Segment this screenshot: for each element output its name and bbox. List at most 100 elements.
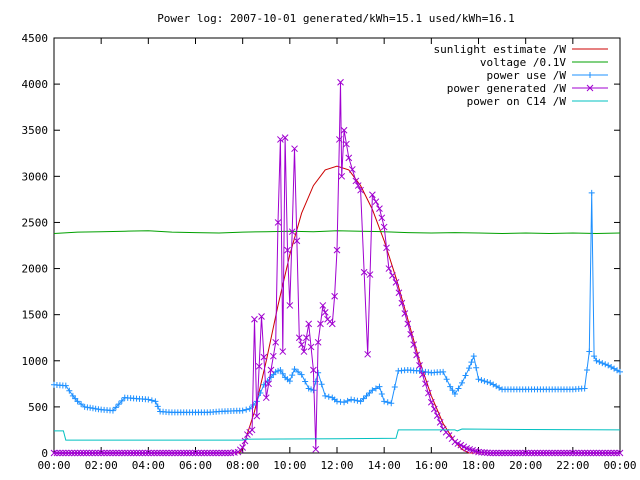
data-point-cross xyxy=(71,449,78,457)
data-point-cross xyxy=(209,449,217,457)
data-point-plus xyxy=(378,390,385,397)
x-tick-label: 16:00 xyxy=(415,459,448,472)
data-point-cross xyxy=(560,449,568,457)
y-tick-label: 2500 xyxy=(22,216,49,229)
data-point-cross xyxy=(593,449,600,457)
data-point-cross xyxy=(483,449,491,457)
data-point-cross xyxy=(413,351,420,359)
data-point-cross xyxy=(94,449,102,457)
data-point-cross xyxy=(401,310,409,317)
data-point-cross xyxy=(333,246,341,254)
series-line xyxy=(54,165,620,454)
data-point-plus xyxy=(381,398,388,405)
data-point-plus xyxy=(593,357,600,364)
y-tick-label: 2000 xyxy=(22,263,49,276)
data-point-cross xyxy=(319,302,327,309)
data-point-plus xyxy=(115,401,122,408)
data-point-cross xyxy=(206,449,214,457)
data-point-cross xyxy=(331,292,338,300)
data-point-plus xyxy=(295,368,302,375)
data-point-plus xyxy=(451,390,458,397)
data-point-cross xyxy=(200,449,208,457)
data-point-cross xyxy=(251,315,258,323)
data-point-cross xyxy=(398,299,406,307)
data-point-cross xyxy=(218,449,226,457)
data-point-cross xyxy=(525,449,532,457)
data-point-cross xyxy=(203,449,211,457)
data-point-cross xyxy=(260,353,268,361)
y-tick-label: 4000 xyxy=(22,78,49,91)
data-point-cross xyxy=(598,449,606,457)
data-point-cross xyxy=(422,380,429,388)
data-point-cross xyxy=(68,449,76,457)
data-point-cross xyxy=(174,449,182,457)
data-point-plus xyxy=(250,402,257,409)
data-point-cross xyxy=(575,449,583,457)
data-point-cross xyxy=(302,334,310,342)
chart-title: Power log: 2007-10-01 generated/kWh=15.1… xyxy=(157,12,515,25)
data-point-cross xyxy=(430,405,438,413)
data-point-cross xyxy=(195,449,202,457)
data-point-plus xyxy=(470,353,477,360)
data-point-cross xyxy=(286,302,294,309)
x-tick-label: 20:00 xyxy=(509,459,542,472)
y-tick-label: 1000 xyxy=(22,355,49,368)
data-point-cross xyxy=(338,172,346,180)
data-point-plus xyxy=(310,387,317,394)
data-point-cross xyxy=(106,449,114,457)
data-point-cross xyxy=(419,371,426,378)
data-point-plus xyxy=(325,393,332,400)
data-point-cross xyxy=(516,449,524,457)
data-point-cross xyxy=(168,449,176,457)
data-point-plus xyxy=(286,378,293,385)
data-point-cross xyxy=(613,449,621,457)
data-point-cross xyxy=(510,449,518,457)
data-point-cross xyxy=(162,449,170,457)
data-point-cross xyxy=(274,219,282,226)
data-point-cross xyxy=(389,272,396,279)
data-point-cross xyxy=(86,449,93,457)
data-point-plus xyxy=(78,401,85,408)
y-tick-label: 0 xyxy=(41,447,48,460)
data-point-cross xyxy=(557,449,565,457)
data-point-cross xyxy=(189,449,196,457)
data-point-cross xyxy=(192,449,199,457)
data-point-cross xyxy=(150,449,158,457)
y-tick-label: 3000 xyxy=(22,170,49,183)
x-tick-label: 18:00 xyxy=(462,459,495,472)
data-point-cross xyxy=(504,449,512,457)
data-point-plus xyxy=(154,403,161,410)
x-tick-label: 00:00 xyxy=(37,459,70,472)
series-4 xyxy=(54,428,621,441)
data-point-cross xyxy=(427,398,435,406)
data-point-cross xyxy=(109,449,117,457)
data-point-cross xyxy=(198,449,205,457)
data-point-plus xyxy=(596,358,603,365)
data-point-cross xyxy=(348,166,356,173)
y-tick-label: 500 xyxy=(28,401,48,414)
data-point-plus xyxy=(148,397,155,404)
data-point-cross xyxy=(288,228,296,236)
data-point-cross xyxy=(566,449,574,457)
data-point-cross xyxy=(343,140,350,148)
data-point-cross xyxy=(364,350,372,358)
series-2 xyxy=(51,189,623,416)
legend-label: power use /W xyxy=(487,69,567,82)
x-tick-label: 04:00 xyxy=(132,459,165,472)
data-point-cross xyxy=(144,449,152,457)
data-point-plus xyxy=(440,368,447,375)
data-point-plus xyxy=(391,384,398,391)
data-point-cross xyxy=(489,449,497,457)
data-point-cross xyxy=(307,343,315,351)
data-point-cross xyxy=(587,449,594,457)
data-point-plus xyxy=(322,392,329,399)
data-point-cross xyxy=(610,449,618,457)
data-point-plus xyxy=(118,397,125,404)
data-point-cross xyxy=(380,223,388,231)
x-tick-label: 00:00 xyxy=(603,459,636,472)
data-point-cross xyxy=(171,449,179,457)
y-tick-label: 1500 xyxy=(22,309,49,322)
data-point-cross xyxy=(534,449,541,457)
data-point-cross xyxy=(328,320,336,328)
data-point-cross xyxy=(554,449,562,457)
